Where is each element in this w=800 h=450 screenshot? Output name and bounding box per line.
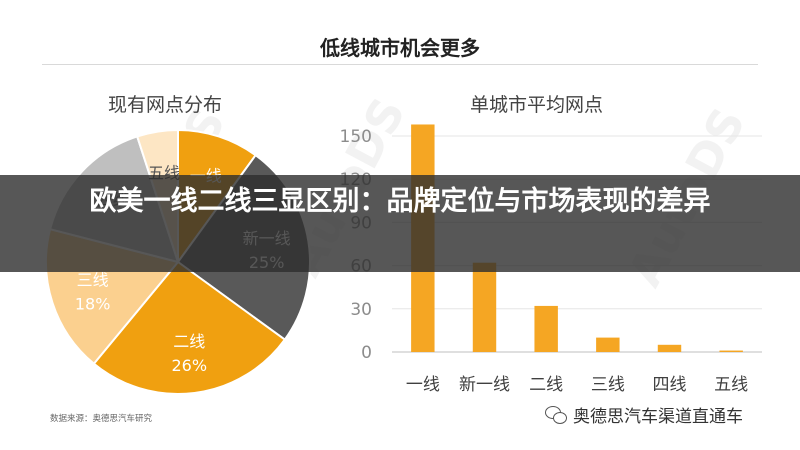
pie-slice-value: 26% (171, 356, 207, 375)
pie-slice-label: 二线 (173, 332, 205, 351)
x-tick-label: 五线 (714, 375, 748, 395)
x-tick-label: 三线 (591, 375, 625, 395)
y-tick-label: 150 (340, 127, 372, 147)
x-tick-label: 二线 (529, 375, 563, 395)
title-divider (42, 64, 758, 65)
headline-text: 欧美一线二线三显区别：品牌定位与市场表现的差异 (89, 186, 711, 217)
headline-banner (0, 175, 800, 272)
pie-chart-title: 现有网点分布 (108, 94, 223, 116)
y-tick-label: 0 (361, 343, 372, 363)
brand-name: 奥德思汽车渠道直通车 (573, 407, 743, 427)
wechat-icon (545, 405, 567, 424)
pie-slice (92, 260, 287, 395)
x-tick-label: 四线 (653, 375, 687, 395)
bar (596, 337, 620, 352)
y-tick-label: 30 (350, 300, 372, 320)
pie-slice-label: 三线 (77, 271, 109, 290)
bar (534, 305, 558, 352)
bar (719, 350, 743, 352)
x-tick-label: 一线 (406, 375, 440, 395)
x-tick-label: 新一线 (459, 375, 510, 395)
source-note: 数据来源：奥德思汽车研究 (50, 414, 153, 424)
bar (657, 344, 682, 352)
bar (472, 262, 497, 352)
page-title: 低线城市机会更多 (320, 36, 480, 60)
brand-label: 奥德思汽车渠道直通车 (545, 402, 743, 427)
bar-chart-title: 单城市平均网点 (470, 94, 604, 116)
pie-slice-value: 18% (75, 295, 111, 314)
